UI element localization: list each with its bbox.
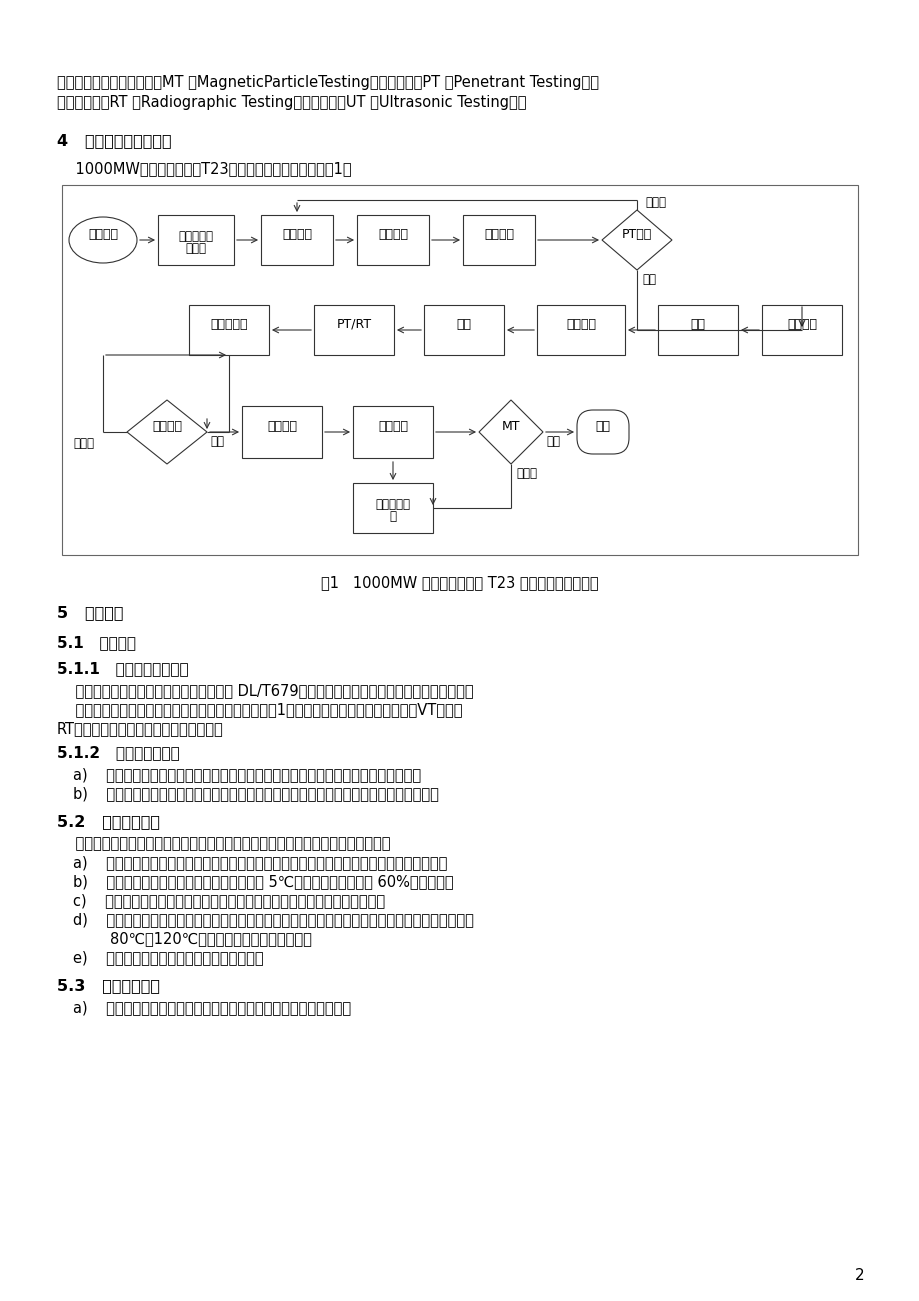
Text: 应力测试: 应力测试 <box>267 419 297 432</box>
FancyBboxPatch shape <box>657 304 737 355</box>
FancyBboxPatch shape <box>353 406 433 458</box>
Polygon shape <box>479 399 542 464</box>
Text: PT确认: PT确认 <box>621 228 652 241</box>
Text: 缺陷检测: 缺陷检测 <box>88 228 118 241</box>
Text: 坡口检查: 坡口检查 <box>483 228 514 241</box>
Text: 80℃～120℃的专用保温筒内，随用随取；: 80℃～120℃的专用保温筒内，随用随取； <box>73 932 312 946</box>
Text: d)    焊条在使用前应按照说明书的要求进行烘焙，重复烘焙不得超过两次；使用时应装入保温温度为: d) 焊条在使用前应按照说明书的要求进行烘焙，重复烘焙不得超过两次；使用时应装入… <box>73 912 473 928</box>
Text: 切割管排: 切割管排 <box>282 228 312 241</box>
Ellipse shape <box>69 217 137 263</box>
FancyBboxPatch shape <box>242 406 322 458</box>
Text: 坡口加工: 坡口加工 <box>378 228 407 241</box>
FancyBboxPatch shape <box>357 215 428 265</box>
Text: 焊前应检查焊接材料的质量证明文件，并抽检焊接材料的外观，合格后方可使用。: 焊前应检查焊接材料的质量证明文件，并抽检焊接材料的外观，合格后方可使用。 <box>57 837 390 851</box>
Text: 管道焊接: 管道焊接 <box>565 317 596 330</box>
Text: 无损检测: 无损检测 <box>152 419 182 432</box>
FancyBboxPatch shape <box>424 304 504 355</box>
Text: 焊接组对: 焊接组对 <box>786 317 816 330</box>
FancyBboxPatch shape <box>462 215 535 265</box>
Text: 片: 片 <box>389 510 396 523</box>
Text: 射线照相检验RT （Radiographic Testing）；超声检测UT （Ultrasonic Testing）。: 射线照相检验RT （Radiographic Testing）；超声检测UT （… <box>57 95 526 111</box>
Text: 图1   1000MW 机组锅炉过渡段 T23 水冷壁检修作业流程: 图1 1000MW 机组锅炉过渡段 T23 水冷壁检修作业流程 <box>321 575 598 589</box>
Text: 合格: 合格 <box>641 273 655 286</box>
Text: 5.2   焊接材料准备: 5.2 焊接材料准备 <box>57 814 160 829</box>
Text: 从事焊接工作的焊工和焊机操作工应按照 DL/T679的规定参加焊工技术考核，并取得相应资格。: 从事焊接工作的焊工和焊机操作工应按照 DL/T679的规定参加焊工技术考核，并取… <box>57 683 473 699</box>
Text: 预热: 预热 <box>690 317 705 330</box>
Text: e)    焊条的领用严格按照焊材领用制度进行。: e) 焊条的领用严格按照焊材领用制度进行。 <box>73 950 264 965</box>
Text: 结束: 结束 <box>595 419 610 432</box>
Text: 后热: 后热 <box>456 317 471 330</box>
FancyBboxPatch shape <box>353 483 433 533</box>
Text: RT探伤，合格后方可执行现场焊接操作。: RT探伤，合格后方可执行现场焊接操作。 <box>57 721 223 736</box>
Text: 合格: 合格 <box>210 435 223 448</box>
Text: PT/RT: PT/RT <box>336 317 371 330</box>
Text: b)    焊接热处理技术人员，应具备中专及以上文化程度，经专门培训考核并取得合格证书。: b) 焊接热处理技术人员，应具备中专及以上文化程度，经专门培训考核并取得合格证书… <box>73 786 438 801</box>
FancyBboxPatch shape <box>62 185 857 556</box>
Text: 4   水冷壁更换作业流程: 4 水冷壁更换作业流程 <box>57 133 172 148</box>
Text: b)    焊条应存放在干燥、通风良好、温度大于 5℃且相对空气湿度小于 60%的库房内；: b) 焊条应存放在干燥、通风良好、温度大于 5℃且相对空气湿度小于 60%的库房… <box>73 874 453 889</box>
FancyBboxPatch shape <box>261 215 333 265</box>
Text: a)    施工现场的电焊机集中布置，提供充足可靠的动力电源和照明；: a) 施工现场的电焊机集中布置，提供充足可靠的动力电源和照明； <box>73 1000 351 1015</box>
Text: 5   施工准备: 5 施工准备 <box>57 605 123 621</box>
Text: 蛹片焊接: 蛹片焊接 <box>378 419 407 432</box>
FancyBboxPatch shape <box>188 304 268 355</box>
Text: 不合格: 不合格 <box>644 196 665 209</box>
Text: 置划线: 置划线 <box>186 242 206 255</box>
Text: a)    焊条供货应及时，到达现场时要严格检查材质证明书及出厂日期，合格后方可进入库存；: a) 焊条供货应及时，到达现场时要严格检查材质证明书及出厂日期，合格后方可进入库… <box>73 855 447 870</box>
FancyBboxPatch shape <box>576 410 629 454</box>
Text: 焊后热处理: 焊后热处理 <box>210 317 247 330</box>
Text: 1000MW机组锅炉过渡段T23水冷壁管更换作业流程见图1。: 1000MW机组锅炉过渡段T23水冷壁管更换作业流程见图1。 <box>57 161 351 176</box>
Text: 无损检测方法有：磁粉检验MT （MagneticParticleTesting）；渗透检验PT （Penetrant Testing）；: 无损检测方法有：磁粉检验MT （MagneticParticleTesting）… <box>57 75 598 90</box>
Text: 不合格: 不合格 <box>516 467 537 480</box>
Text: 5.1.1   焊工与焊接操作工: 5.1.1 焊工与焊接操作工 <box>57 661 188 677</box>
Text: 2: 2 <box>855 1268 864 1283</box>
Text: 不合格: 不合格 <box>73 437 94 450</box>
Text: MT: MT <box>501 419 519 432</box>
Text: a)    焊接热处理操作人员应具备初中以上文化程度，经专门培训考核并取得合格证书。: a) 焊接热处理操作人员应具备初中以上文化程度，经专门培训考核并取得合格证书。 <box>73 768 421 782</box>
FancyBboxPatch shape <box>158 215 233 265</box>
Text: 合格: 合格 <box>545 435 560 448</box>
Text: c)    所有焊接材料必须有生产厂家提供的质量合格证、焊接材料质量证明书；: c) 所有焊接材料必须有生产厂家提供的质量合格证、焊接材料质量证明书； <box>73 892 385 908</box>
Text: 5.1   人员准备: 5.1 人员准备 <box>57 635 136 650</box>
FancyBboxPatch shape <box>537 304 624 355</box>
Polygon shape <box>127 399 207 464</box>
FancyBboxPatch shape <box>313 304 393 355</box>
Text: 5.3   施工现场准备: 5.3 施工现场准备 <box>57 978 160 993</box>
Text: 5.1.2   焊接热处理人员: 5.1.2 焊接热处理人员 <box>57 745 179 760</box>
Polygon shape <box>601 209 671 271</box>
Text: 切割打磨蛹: 切割打磨蛹 <box>375 498 410 511</box>
Text: 管排切割位: 管排切割位 <box>178 230 213 243</box>
Text: 焊工考试：每个焊工需按照正式焊接要求，焊接至少1个与水冷壁同材质管段焊缝，焊后VT检查、: 焊工考试：每个焊工需按照正式焊接要求，焊接至少1个与水冷壁同材质管段焊缝，焊后V… <box>57 703 462 717</box>
FancyBboxPatch shape <box>761 304 841 355</box>
